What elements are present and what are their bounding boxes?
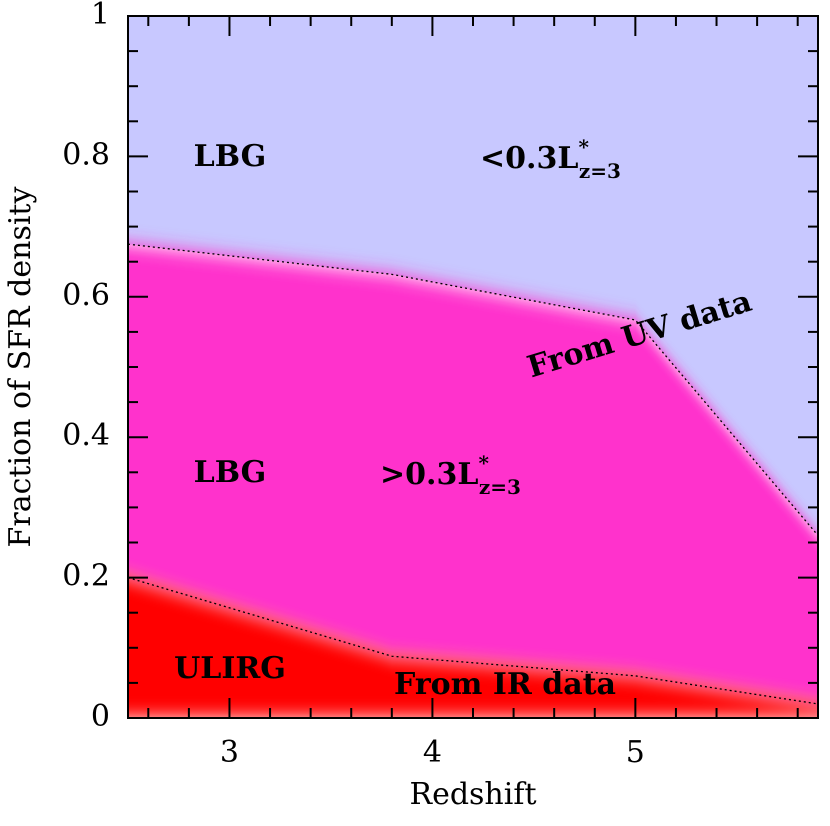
annotation-text: <0.3L bbox=[480, 141, 578, 176]
annotation-sup: * bbox=[478, 451, 489, 475]
x-tick-label: 4 bbox=[423, 735, 442, 770]
annotation: >0.3L* z=3 bbox=[380, 451, 521, 499]
annotation-text: >0.3L bbox=[380, 457, 478, 492]
area bbox=[128, 244, 818, 704]
annotation-sup: * bbox=[578, 135, 589, 159]
annotation: <0.3L* z=3 bbox=[480, 135, 621, 183]
annotation-text: LBG bbox=[194, 139, 267, 174]
y-axis-label: Fraction of SFR density bbox=[3, 187, 38, 548]
annotation: ULIRG bbox=[174, 651, 286, 686]
y-tick-label: 0.8 bbox=[62, 137, 110, 172]
annotation-text: ULIRG bbox=[174, 651, 286, 686]
annotation-text: From IR data bbox=[394, 667, 616, 702]
annotation-sub: z=3 bbox=[579, 159, 621, 183]
area bbox=[128, 577, 818, 718]
annotation: From IR data bbox=[394, 667, 616, 702]
plot-area bbox=[128, 16, 818, 718]
y-tick-label: 0 bbox=[91, 699, 110, 734]
y-tick-label: 0.4 bbox=[62, 418, 110, 453]
y-tick-label: 0.6 bbox=[62, 278, 110, 313]
y-tick-label: 0.2 bbox=[62, 559, 110, 594]
annotation-text: LBG bbox=[194, 455, 267, 490]
x-tick-label: 5 bbox=[626, 735, 645, 770]
x-tick-label: 3 bbox=[220, 735, 239, 770]
annotation: LBG bbox=[194, 455, 267, 490]
x-axis-label: Redshift bbox=[409, 777, 536, 812]
annotation-sub: z=3 bbox=[479, 475, 521, 499]
area bbox=[128, 16, 818, 536]
y-tick-label: 1 bbox=[91, 0, 110, 32]
annotation: LBG bbox=[194, 139, 267, 174]
